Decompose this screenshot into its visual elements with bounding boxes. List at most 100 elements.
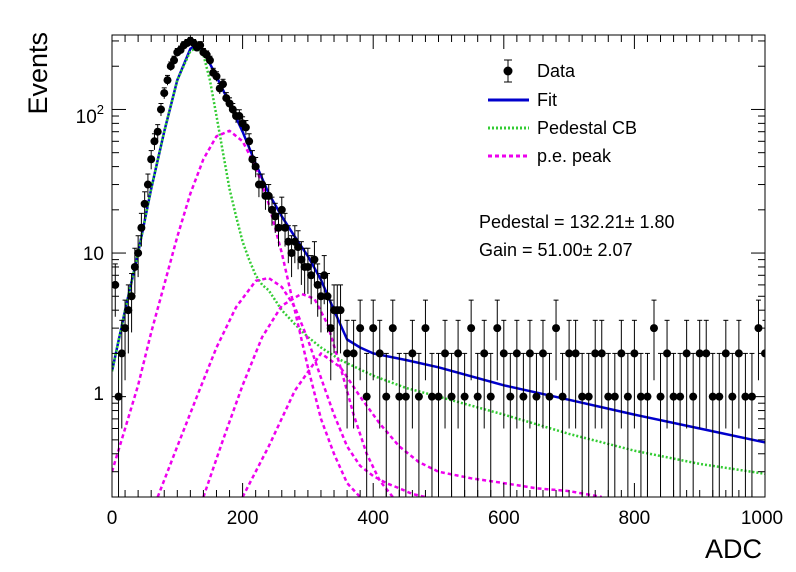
data-point (630, 349, 639, 358)
data-point (447, 392, 456, 401)
data-point (669, 392, 678, 401)
data-point (741, 392, 750, 401)
data-point (604, 392, 613, 401)
data-point (143, 180, 152, 189)
data-point (137, 223, 146, 232)
data-point (649, 324, 658, 333)
data-point (130, 262, 139, 271)
data-point (473, 392, 482, 401)
data-point (310, 255, 319, 264)
data-point (506, 392, 515, 401)
legend-label-fit: Fit (537, 90, 557, 110)
data-point (538, 349, 547, 358)
data-point (313, 280, 322, 289)
annotation-pedestal: Pedestal = 132.21± 1.80 (479, 212, 675, 232)
y-tick-label: 10 (83, 244, 104, 265)
data-point (127, 292, 136, 301)
data-point (571, 349, 580, 358)
data-point (225, 99, 234, 108)
data-point (695, 349, 704, 358)
data-point (277, 205, 286, 214)
data-point (117, 349, 126, 358)
data-point (578, 392, 587, 401)
x-axis-title: ADC (705, 534, 762, 564)
data-point (721, 349, 730, 358)
data-point (388, 324, 397, 333)
data-point (623, 392, 632, 401)
y-axis-title: Events (23, 32, 53, 115)
data-point (643, 392, 652, 401)
data-point (258, 180, 267, 189)
data-point (170, 56, 179, 65)
data-point (156, 105, 165, 114)
data-point (734, 349, 743, 358)
data-point (460, 392, 469, 401)
data-point (427, 392, 436, 401)
data-point (617, 349, 626, 358)
data-point (271, 212, 280, 221)
data-point (287, 249, 296, 258)
data-point (512, 349, 521, 358)
legend-label-pedestal: Pedestal CB (537, 118, 637, 138)
y-tick-label: 102 (76, 102, 104, 128)
x-tick-label: 200 (227, 508, 259, 529)
data-point (480, 349, 489, 358)
annotation-gain: Gain = 51.00± 2.07 (479, 240, 633, 260)
data-point (264, 191, 273, 200)
x-tick-label: 800 (619, 508, 651, 529)
data-point (375, 349, 384, 358)
data-point (196, 41, 205, 50)
data-point (205, 56, 214, 65)
data-point (307, 271, 316, 280)
data-point (212, 72, 221, 81)
data-point (303, 262, 312, 271)
data-point (326, 324, 335, 333)
data-point (656, 392, 665, 401)
data-point (682, 349, 691, 358)
data-point (150, 137, 159, 146)
legend-marker-data (503, 59, 513, 83)
data-point (499, 349, 508, 358)
data-point (362, 392, 371, 401)
data-layer (112, 36, 765, 497)
data-point (610, 392, 619, 401)
data-point (124, 306, 133, 315)
ticks-layer (111, 35, 766, 498)
data-point (251, 162, 260, 171)
data-point (343, 349, 352, 358)
x-tick-label: 0 (107, 508, 118, 529)
data-point (565, 349, 574, 358)
data-point (395, 392, 404, 401)
data-point (519, 392, 528, 401)
data-point (163, 76, 172, 85)
data-point (121, 324, 130, 333)
data-point (166, 62, 175, 71)
data-point (297, 255, 306, 264)
data-point (558, 392, 567, 401)
data-point (434, 392, 443, 401)
y-tick-labels: 1 10 102 (76, 102, 104, 405)
data-point (708, 392, 717, 401)
data-point (525, 349, 534, 358)
data-point (140, 199, 149, 208)
data-point (316, 292, 325, 301)
series-p-e-peak-1-line (112, 129, 362, 497)
data-point (160, 89, 169, 98)
data-point (408, 349, 417, 358)
series-p-e-peak-4-line (241, 352, 603, 497)
data-point (663, 349, 672, 358)
x-tick-label: 600 (488, 508, 520, 529)
x-tick-label: 1000 (741, 508, 783, 529)
data-point (636, 392, 645, 401)
data-point (493, 324, 502, 333)
data-point (245, 137, 254, 146)
data-point (382, 392, 391, 401)
data-point (728, 392, 737, 401)
data-point (369, 324, 378, 333)
legend: Data Fit Pedestal CB p.e. peak (488, 59, 637, 166)
data-point (545, 392, 554, 401)
data-point (689, 392, 698, 401)
data-point (421, 324, 430, 333)
data-point (134, 249, 143, 258)
